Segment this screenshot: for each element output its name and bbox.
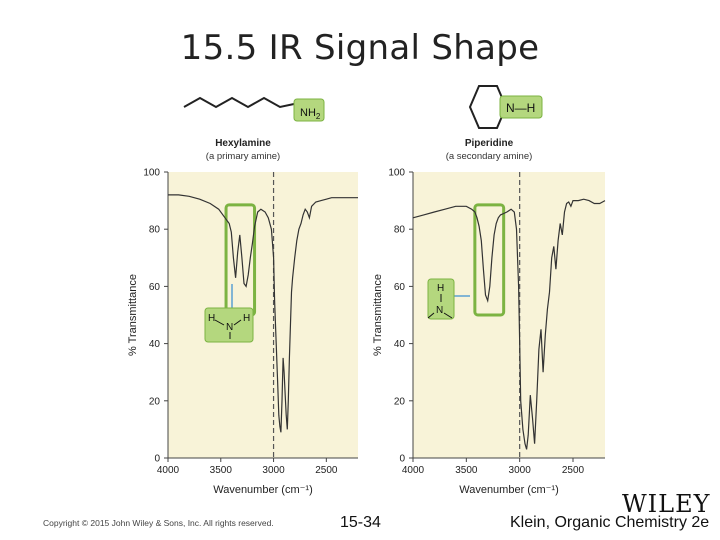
nh-highlight — [499, 95, 543, 119]
x-axis-label: Wavenumber (cm⁻¹) — [213, 484, 313, 496]
chart-piperidine: 0 20 40 60 80 100 4000 3500 3000 2500 Piperidine (a… — [372, 138, 606, 496]
nh-bond2 — [233, 319, 242, 326]
hexylamine-structure: NH2 — [183, 96, 325, 122]
page-number: 15-34 — [340, 514, 381, 531]
sec-bond2 — [443, 312, 453, 319]
nh-label: N—H — [506, 101, 535, 115]
sec-h: H — [437, 283, 444, 294]
y-tick-label: 100 — [143, 168, 160, 179]
primary-nh-highlight — [204, 307, 254, 343]
x-tick-label: 3500 — [210, 465, 233, 476]
spectrum-line — [168, 194, 358, 433]
x-tick-label: 4000 — [157, 465, 180, 476]
nh2-label: NH2 — [300, 107, 321, 121]
piperidine-structure: N—H — [468, 85, 543, 129]
copyright-text: Copyright © 2015 John Wiley & Sons, Inc.… — [43, 518, 274, 528]
y-axis-label: % Transmittance — [372, 274, 384, 356]
nh-bond1 — [214, 319, 225, 326]
hexylamine-chain — [183, 96, 295, 109]
wiley-logo: WILEY — [622, 490, 711, 518]
chart-title: Piperidine — [465, 138, 514, 149]
x-tick-label: 4000 — [402, 465, 425, 476]
y-tick-label: 20 — [149, 396, 161, 407]
chart-subtitle: (a primary amine) — [206, 151, 280, 162]
plot-area — [168, 172, 358, 458]
sec-bond3 — [427, 312, 435, 319]
nh2-highlight — [293, 98, 325, 122]
sec-n: N — [436, 305, 443, 316]
y-tick-label: 60 — [149, 282, 161, 293]
nh-h1: H — [208, 313, 215, 324]
y-tick-label: 80 — [149, 225, 161, 236]
x-tick-label: 3500 — [455, 465, 478, 476]
book-citation: Klein, Organic Chemistry 2e — [510, 514, 710, 531]
primary-nh-box: H H N — [204, 284, 254, 343]
y-tick-label: 60 — [394, 282, 406, 293]
chart-subtitle: (a secondary amine) — [446, 151, 533, 162]
y-tick-label: 40 — [394, 339, 406, 350]
chart-title: Hexylamine — [215, 138, 271, 149]
y-tick-label: 40 — [149, 339, 161, 350]
x-tick-label: 2500 — [562, 465, 585, 476]
y-tick-label: 80 — [394, 225, 406, 236]
x-tick-label: 3000 — [509, 465, 532, 476]
slide-title: 15.5 IR Signal Shape — [180, 28, 540, 68]
nh-n: N — [226, 322, 233, 333]
y-tick-label: 0 — [154, 454, 160, 465]
y-axis-label: % Transmittance — [127, 274, 139, 356]
spectrum-line — [412, 198, 606, 450]
nh-h2: H — [243, 313, 250, 324]
piperidine-ring — [468, 85, 508, 129]
chart-hexylamine: 0 20 40 60 80 100 4000 3500 3000 2500 Hexylamine (a… — [127, 138, 358, 496]
secondary-nh-box: H N — [427, 278, 470, 320]
x-tick-label: 2500 — [315, 465, 338, 476]
x-tick-label: 3000 — [262, 465, 285, 476]
y-tick-label: 20 — [394, 396, 406, 407]
y-tick-label: 0 — [399, 454, 405, 465]
x-axis-label: Wavenumber (cm⁻¹) — [459, 484, 559, 496]
y-tick-label: 100 — [388, 168, 405, 179]
nh-peak-highlight — [473, 203, 506, 317]
